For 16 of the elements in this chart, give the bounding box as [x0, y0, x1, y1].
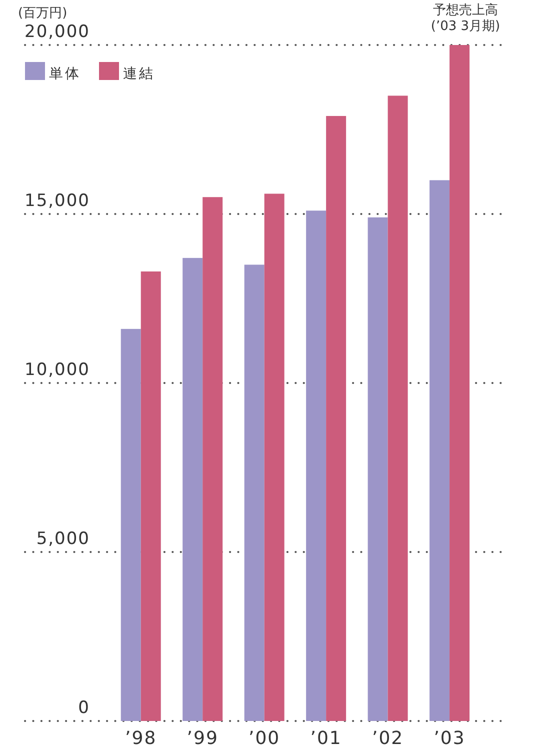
x-tick-label: ’02 — [372, 728, 404, 748]
y-tick-label: 5,000 — [36, 529, 90, 549]
legend-label: 単体 — [49, 66, 81, 82]
x-tick-label: ’01 — [310, 728, 342, 748]
x-tick-label: ’03 — [434, 728, 466, 748]
annotation: 予想売上高 — [433, 2, 498, 18]
annotation: (’03 3月期) — [430, 19, 500, 34]
x-tick-label: ’99 — [186, 728, 218, 748]
x-tick-label: ’00 — [248, 728, 280, 748]
y-tick-label: 15,000 — [24, 191, 90, 211]
y-axis-title: (百万円) — [18, 6, 68, 21]
y-tick-label: 0 — [78, 698, 90, 718]
x-tick-label: ’98 — [125, 728, 157, 748]
legend-label: 連結 — [123, 66, 155, 82]
y-tick-label: 10,000 — [24, 360, 90, 380]
y-tick-label: 20,000 — [24, 22, 90, 42]
